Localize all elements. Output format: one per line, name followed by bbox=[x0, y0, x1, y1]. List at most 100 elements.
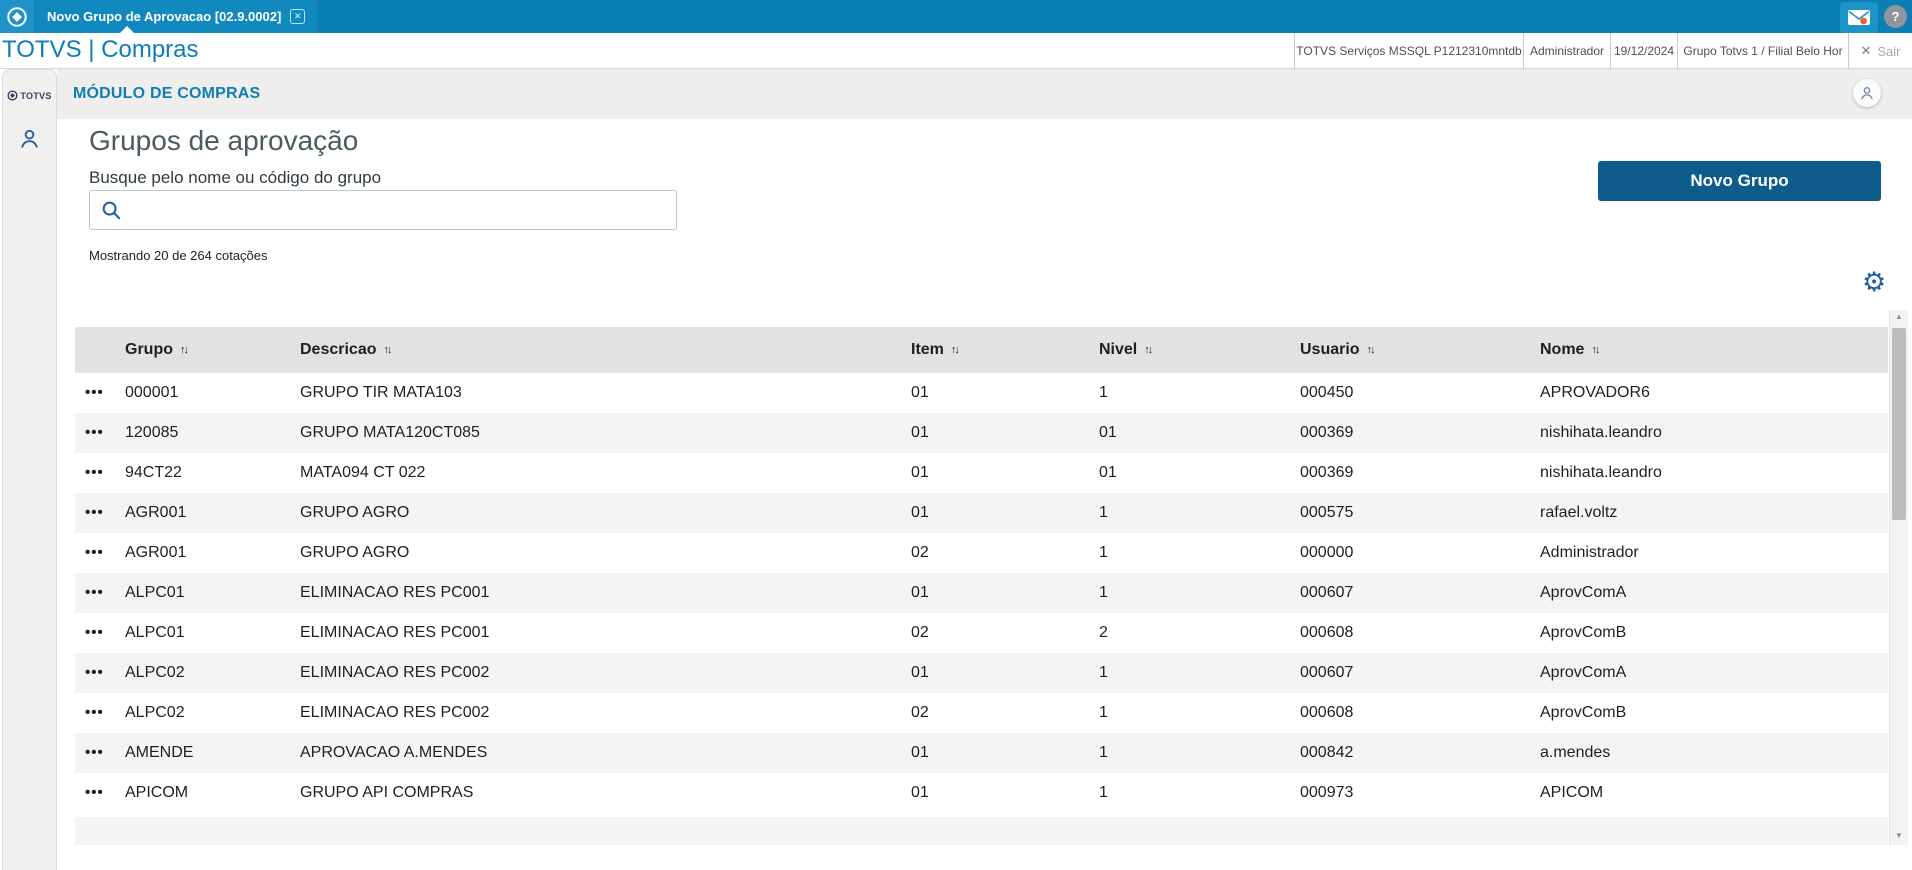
header-nome[interactable]: Nome ↑↓ bbox=[1540, 341, 1600, 358]
branch-info: Grupo Totvs 1 / Filial Belo Hor bbox=[1677, 33, 1848, 69]
help-button[interactable]: ? bbox=[1884, 5, 1907, 28]
table-row[interactable]: ••• ALPC02 ELIMINACAO RES PC002 01 1 000… bbox=[75, 653, 1888, 693]
person-icon bbox=[21, 129, 38, 148]
table-row[interactable]: ••• ALPC02 ELIMINACAO RES PC002 02 1 000… bbox=[75, 693, 1888, 733]
cell-item: 02 bbox=[911, 544, 929, 561]
table-row[interactable]: ••• 94CT22 MATA094 CT 022 01 01 000369 n… bbox=[75, 453, 1888, 493]
cell-grupo: ALPC02 bbox=[125, 704, 185, 721]
cell-usuario: 000369 bbox=[1300, 424, 1354, 441]
content-panel: Grupos de aprovação Busque pelo nome ou … bbox=[57, 119, 1890, 870]
cell-item: 01 bbox=[911, 784, 929, 801]
table-row[interactable]: ••• ALPC01 ELIMINACAO RES PC001 01 1 000… bbox=[75, 573, 1888, 613]
row-actions-button[interactable]: ••• bbox=[75, 625, 104, 640]
search-label: Busque pelo nome ou código do grupo bbox=[89, 168, 382, 187]
cell-nivel: 1 bbox=[1099, 384, 1108, 401]
cell-descricao: GRUPO AGRO bbox=[300, 504, 410, 521]
cell-nome: AprovComB bbox=[1540, 704, 1627, 721]
cell-descricao: GRUPO AGRO bbox=[300, 544, 410, 561]
scroll-up-arrow[interactable]: ▲ bbox=[1895, 312, 1903, 321]
cell-item: 01 bbox=[911, 424, 929, 441]
row-actions-button[interactable]: ••• bbox=[75, 425, 104, 440]
table-row[interactable]: ••• ALPC01 ELIMINACAO RES PC001 02 2 000… bbox=[75, 613, 1888, 653]
module-bar: MÓDULO DE COMPRAS bbox=[57, 69, 1912, 119]
window-tab-title: Novo Grupo de Aprovacao [02.9.0002] bbox=[47, 9, 282, 24]
header-grupo[interactable]: Grupo ↑↓ bbox=[125, 341, 189, 358]
cell-item: 01 bbox=[911, 664, 929, 681]
cell-nivel: 1 bbox=[1099, 544, 1108, 561]
sidebar-logo-label: TOTVS bbox=[20, 90, 52, 101]
sort-icon: ↑↓ bbox=[1366, 344, 1376, 356]
cell-usuario: 000369 bbox=[1300, 464, 1354, 481]
mail-icon bbox=[1848, 9, 1870, 25]
cell-descricao: ELIMINACAO RES PC002 bbox=[300, 704, 490, 721]
row-actions-button[interactable]: ••• bbox=[75, 465, 104, 480]
table-row[interactable]: ••• AMENDE APROVACAO A.MENDES 01 1 00084… bbox=[75, 733, 1888, 773]
cell-descricao: GRUPO API COMPRAS bbox=[300, 784, 474, 801]
row-actions-button[interactable]: ••• bbox=[75, 585, 104, 600]
window-tab[interactable]: Novo Grupo de Aprovacao [02.9.0002] ✕ bbox=[35, 0, 318, 33]
cell-item: 01 bbox=[911, 584, 929, 601]
cell-item: 01 bbox=[911, 504, 929, 521]
table-row[interactable]: ••• AGR001 GRUPO AGRO 01 1 000575 rafael… bbox=[75, 493, 1888, 533]
cell-grupo: ALPC01 bbox=[125, 584, 185, 601]
results-count: Mostrando 20 de 264 cotações bbox=[89, 248, 268, 263]
cell-nivel: 1 bbox=[1099, 704, 1108, 721]
row-actions-button[interactable]: ••• bbox=[75, 785, 104, 800]
cell-descricao: ELIMINACAO RES PC002 bbox=[300, 664, 490, 681]
user-info: Administrador bbox=[1523, 33, 1610, 69]
cell-grupo: 94CT22 bbox=[125, 464, 182, 481]
cell-nome: AprovComA bbox=[1540, 664, 1627, 681]
table-row[interactable]: ••• 000001 GRUPO TIR MATA103 01 1 000450… bbox=[75, 373, 1888, 413]
row-actions-button[interactable]: ••• bbox=[75, 545, 104, 560]
new-group-button[interactable]: Novo Grupo bbox=[1598, 161, 1881, 201]
cell-nome: APROVADOR6 bbox=[1540, 384, 1650, 401]
sort-icon: ↑↓ bbox=[1144, 344, 1153, 356]
logout-label: Sair bbox=[1877, 43, 1901, 59]
cell-descricao: APROVACAO A.MENDES bbox=[300, 744, 488, 761]
sidebar-totvs-button[interactable]: TOTVS bbox=[7, 90, 51, 101]
search-icon bbox=[102, 201, 121, 220]
cell-nome: APICOM bbox=[1540, 784, 1604, 801]
logout-button[interactable]: ✕ Sair bbox=[1848, 33, 1912, 69]
cell-usuario: 000973 bbox=[1300, 784, 1354, 801]
table-row[interactable]: ••• AGR001 GRUPO AGRO 02 1 000000 Admini… bbox=[75, 533, 1888, 573]
row-actions-button[interactable]: ••• bbox=[75, 745, 104, 760]
cell-nome: a.mendes bbox=[1540, 744, 1611, 761]
gear-icon[interactable]: ⚙ bbox=[1862, 267, 1887, 297]
row-actions-button[interactable]: ••• bbox=[75, 505, 104, 520]
header-item[interactable]: Item ↑↓ bbox=[911, 341, 960, 358]
header-nivel[interactable]: Nivel ↑↓ bbox=[1099, 341, 1153, 358]
cell-nome: nishihata.leandro bbox=[1540, 464, 1662, 481]
row-actions-button[interactable]: ••• bbox=[75, 705, 104, 720]
totvs-circle-icon bbox=[7, 90, 18, 101]
sort-icon: ↑↓ bbox=[1591, 344, 1600, 356]
sidebar-item-user[interactable] bbox=[18, 127, 41, 155]
cell-nivel: 01 bbox=[1099, 464, 1117, 481]
totvs-logo-button[interactable] bbox=[0, 0, 34, 33]
cell-descricao: ELIMINACAO RES PC001 bbox=[300, 624, 490, 641]
totvs-circle-icon bbox=[7, 6, 27, 27]
row-actions-button[interactable]: ••• bbox=[75, 665, 104, 680]
table-row[interactable]: ••• 120085 GRUPO MATA120CT085 01 01 0003… bbox=[75, 413, 1888, 453]
cell-usuario: 000000 bbox=[1300, 544, 1354, 561]
cell-usuario: 000450 bbox=[1300, 384, 1354, 401]
row-actions-button[interactable]: ••• bbox=[75, 385, 104, 400]
cell-nome: AprovComA bbox=[1540, 584, 1627, 601]
partial-next-row bbox=[75, 817, 1888, 845]
scrollbar-thumb[interactable] bbox=[1892, 328, 1906, 520]
approval-groups-table: Grupo ↑↓ Descricao ↑↓ Item ↑↓ Nivel ↑↓ Usuar… bbox=[75, 327, 1888, 813]
tab-close-icon[interactable]: ✕ bbox=[290, 9, 306, 24]
header-descricao[interactable]: Descricao ↑↓ bbox=[300, 341, 393, 358]
search-input[interactable] bbox=[130, 191, 666, 229]
mail-button[interactable] bbox=[1840, 2, 1878, 33]
cell-usuario: 000575 bbox=[1300, 504, 1354, 521]
scroll-down-arrow[interactable]: ▼ bbox=[1895, 831, 1903, 840]
sort-icon: ↑↓ bbox=[180, 344, 189, 356]
table-row[interactable]: ••• APICOM GRUPO API COMPRAS 01 1 000973… bbox=[75, 773, 1888, 813]
table-scrollbar[interactable]: ▲ ▼ bbox=[1889, 310, 1908, 845]
cell-nivel: 1 bbox=[1099, 664, 1108, 681]
logout-x-icon: ✕ bbox=[1860, 43, 1872, 58]
cell-usuario: 000608 bbox=[1300, 704, 1354, 721]
header-usuario[interactable]: Usuario ↑↓ bbox=[1300, 341, 1376, 358]
user-avatar-button[interactable] bbox=[1853, 79, 1881, 107]
